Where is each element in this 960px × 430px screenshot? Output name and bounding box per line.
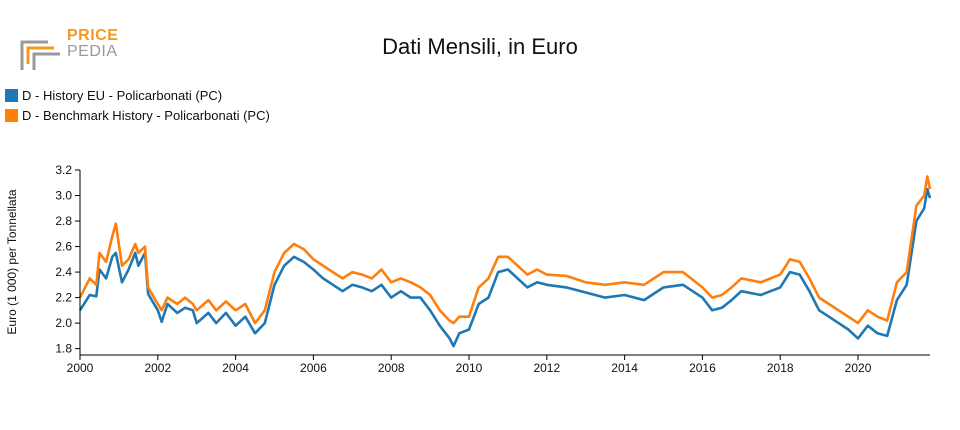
y-tick-label: 2.8 — [55, 214, 72, 228]
x-tick-label: 2016 — [689, 361, 716, 375]
x-tick-label: 2008 — [378, 361, 405, 375]
y-tick-label: 2.6 — [55, 240, 72, 254]
x-tick-label: 2004 — [222, 361, 249, 375]
x-tick-label: 2006 — [300, 361, 327, 375]
x-tick-label: 2020 — [845, 361, 872, 375]
pricepedia-logo: PRICE PEDIA — [18, 26, 128, 72]
x-tick-label: 2014 — [611, 361, 638, 375]
y-axis-title: Euro (1 000) per Tonnellata — [5, 189, 19, 335]
chart-title: Dati Mensili, in Euro — [382, 34, 578, 59]
legend-swatch-orange — [5, 108, 18, 122]
x-tick-label: 2010 — [456, 361, 483, 375]
y-tick-label: 3.0 — [55, 189, 72, 203]
logo-text-pedia: PEDIA — [67, 43, 118, 60]
legend-label-history-eu: D - History EU - Policarbonati (PC) — [22, 87, 223, 103]
y-tick-label: 2.2 — [55, 291, 72, 305]
x-tick-label: 2012 — [533, 361, 560, 375]
series-line-0 — [78, 187, 932, 348]
series-line-1 — [78, 175, 932, 325]
x-tick-label: 2018 — [767, 361, 794, 375]
axes: 2000 2002 2004 2006 2008 2010 2012 2014 2016 2018… — [55, 163, 930, 375]
x-tick-label: 2002 — [144, 361, 171, 375]
logo-mark-icon — [20, 40, 60, 70]
plot-area — [78, 175, 932, 348]
y-tick-label: 1.8 — [55, 342, 72, 356]
y-tick-label: 3.2 — [55, 163, 72, 177]
legend-label-benchmark: D - Benchmark History - Policarbonati (P… — [22, 107, 270, 123]
y-tick-label: 2.4 — [55, 265, 72, 279]
chart-legend: D - History EU - Policarbonati (PC) D - … — [5, 85, 270, 125]
legend-item-benchmark[interactable]: D - Benchmark History - Policarbonati (P… — [5, 105, 270, 125]
legend-item-history-eu[interactable]: D - History EU - Policarbonati (PC) — [5, 85, 270, 105]
y-tick-label: 2.0 — [55, 316, 72, 330]
x-tick-label: 2000 — [67, 361, 94, 375]
logo-text-price: PRICE — [67, 27, 119, 44]
legend-swatch-blue — [5, 88, 18, 102]
